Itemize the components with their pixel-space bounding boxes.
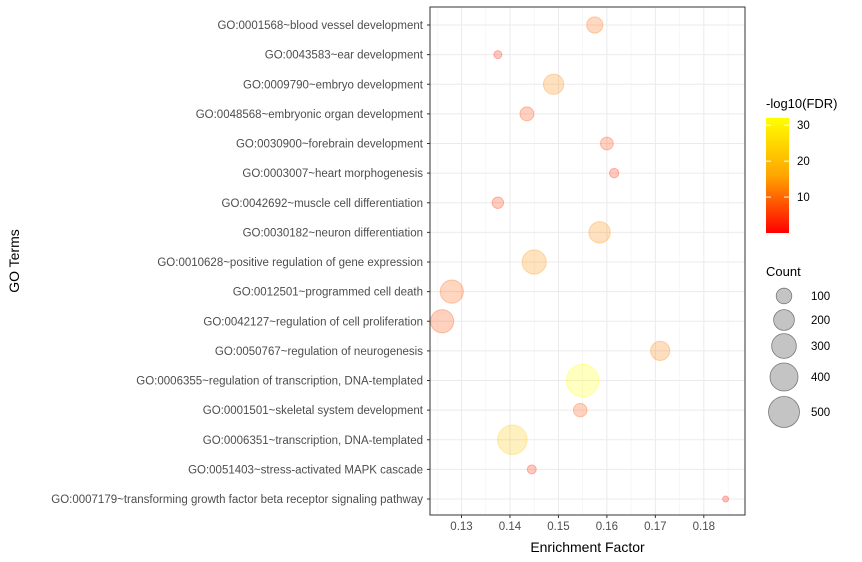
- data-point: [493, 50, 503, 60]
- color-legend-label: 20: [797, 156, 810, 168]
- color-legend-title: -log10(FDR): [766, 96, 838, 111]
- data-point: [430, 309, 455, 334]
- data-point: [650, 340, 671, 361]
- y-tick-label: GO:0030900~forebrain development: [236, 139, 424, 151]
- x-tick-label: 0.18: [693, 521, 715, 533]
- size-legend-keys: 100 200 300 400 500: [768, 287, 830, 428]
- y-axis-title: GO Terms: [6, 229, 22, 293]
- size-legend-key: [771, 333, 797, 359]
- y-tick-label: GO:0051403~stress-activated MAPK cascade: [188, 464, 423, 476]
- size-legend-key: [775, 287, 793, 305]
- size-legend-label: 400: [811, 372, 830, 384]
- color-legend: -log10(FDR) 10 20 30: [766, 96, 838, 233]
- y-tick-label: GO:0006351~transcription, DNA-templated: [203, 435, 423, 447]
- x-tick-label: 0.14: [499, 521, 522, 533]
- data-point: [519, 106, 535, 122]
- color-legend-label: 30: [797, 120, 810, 132]
- data-point: [565, 363, 600, 398]
- size-legend-key: [768, 396, 800, 428]
- y-tick-label: GO:0050767~regulation of neurogenesis: [215, 346, 423, 358]
- y-tick-label: GO:0043583~ear development: [265, 50, 424, 62]
- y-tick-label: GO:0006355~regulation of transcription, …: [136, 376, 423, 388]
- x-axis-ticks: 0.13 0.14 0.15 0.16 0.17 0.18: [450, 515, 715, 533]
- y-tick-label: GO:0012501~programmed cell death: [233, 287, 423, 299]
- x-axis-title: Enrichment Factor: [530, 539, 645, 555]
- y-tick-label: GO:0009790~embryo development: [243, 79, 424, 91]
- panel-background: [430, 7, 745, 515]
- x-tick-label: 0.17: [644, 521, 666, 533]
- x-tick-label: 0.15: [547, 521, 569, 533]
- plot-panel: [429, 6, 746, 516]
- size-legend: Count 100 200 300 400 500: [766, 264, 830, 428]
- size-legend-key: [773, 309, 795, 331]
- data-point: [588, 221, 611, 244]
- size-legend-title: Count: [766, 264, 801, 279]
- y-tick-label: GO:0042127~regulation of cell proliferat…: [203, 316, 423, 328]
- color-legend-ticks: 10 20 30: [766, 120, 810, 204]
- size-legend-label: 100: [811, 291, 830, 303]
- y-tick-label: GO:0003007~heart morphogenesis: [242, 168, 423, 180]
- y-tick-label: GO:0007179~transforming growth factor be…: [51, 494, 423, 506]
- data-point: [491, 196, 505, 210]
- y-axis-ticks: GO:0001568~blood vessel development GO:00…: [51, 20, 430, 506]
- color-legend-bar: [766, 118, 789, 233]
- data-point: [722, 495, 730, 503]
- data-point: [586, 16, 604, 34]
- major-gridlines: [430, 7, 745, 515]
- data-point: [521, 249, 547, 275]
- panel-border: [429, 6, 746, 516]
- size-legend-key: [769, 362, 799, 392]
- data-point: [599, 136, 614, 151]
- size-legend-label: 300: [811, 341, 830, 353]
- data-point: [572, 402, 588, 418]
- color-legend-label: 10: [797, 192, 810, 204]
- data-point: [497, 424, 528, 456]
- y-tick-label: GO:0010628~positive regulation of gene e…: [157, 257, 423, 269]
- data-point: [439, 279, 464, 304]
- x-tick-label: 0.13: [450, 521, 472, 533]
- data-point: [526, 464, 537, 475]
- data-points: [430, 16, 730, 503]
- y-tick-label: GO:0042692~muscle cell differentiation: [222, 198, 423, 210]
- y-tick-label: GO:0001501~skeletal system development: [203, 405, 424, 417]
- y-tick-label: GO:0030182~neuron differentiation: [243, 227, 423, 239]
- size-legend-label: 200: [811, 315, 830, 327]
- x-tick-label: 0.16: [596, 521, 618, 533]
- data-point: [542, 73, 565, 95]
- data-point: [608, 167, 620, 179]
- y-tick-label: GO:0048568~embryonic organ development: [196, 109, 424, 121]
- y-tick-label: GO:0001568~blood vessel development: [217, 20, 423, 32]
- size-legend-label: 500: [811, 407, 830, 419]
- minor-gridlines: [436, 7, 729, 515]
